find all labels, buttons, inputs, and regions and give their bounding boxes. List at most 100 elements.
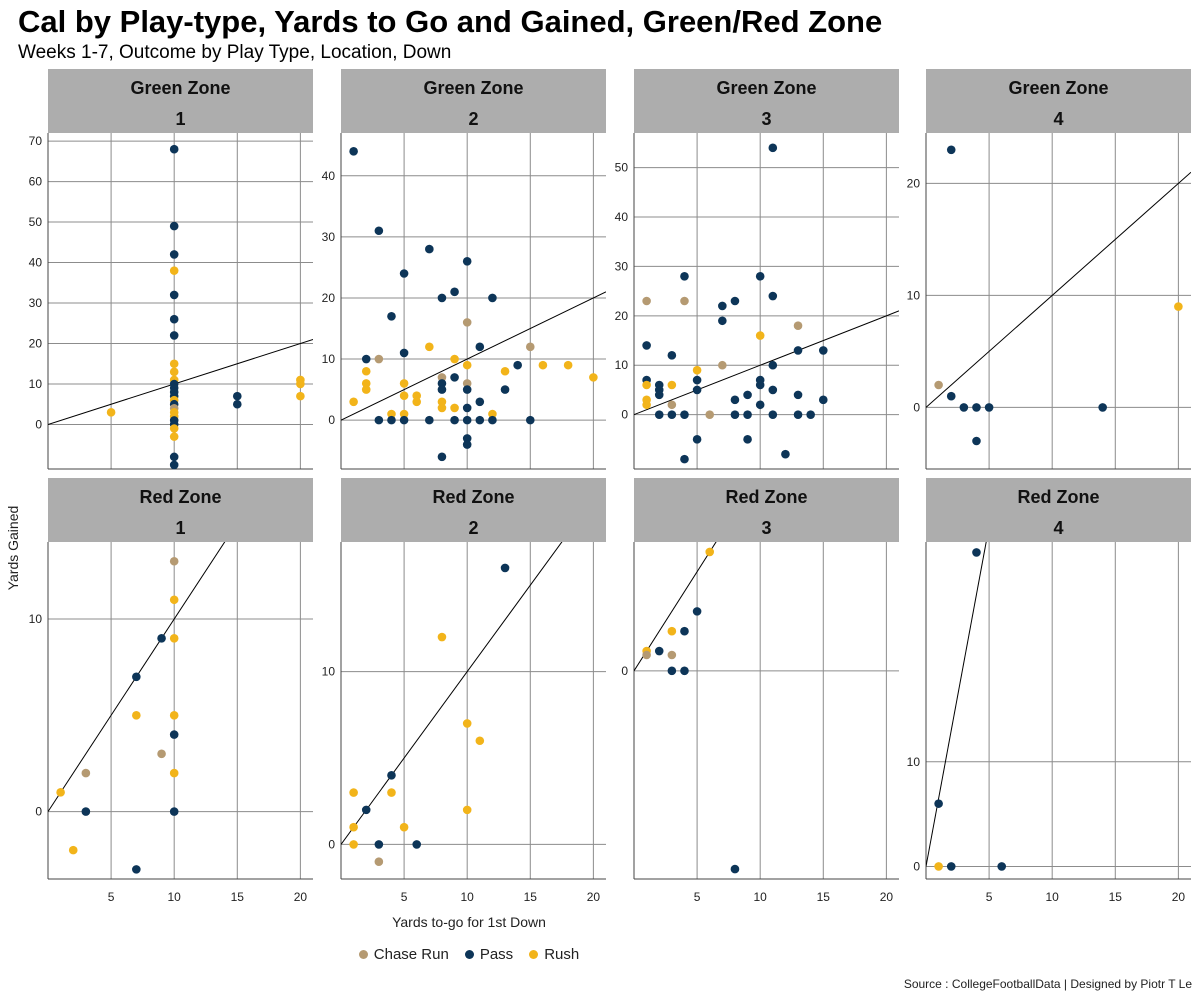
panel-green-zone-2-point-rush-21	[361, 366, 371, 376]
panel-green-zone-2-point-rush-12	[425, 342, 434, 352]
panel-green-zone-3-point-rush-17	[692, 365, 702, 375]
panel-green-zone-3-point-chase-run-3	[642, 296, 651, 306]
panel-green-zone-2-point-rush-35	[412, 391, 422, 400]
panel-green-zone-2-point-pass-32	[462, 385, 472, 394]
panel-red-zone-2-point-chase-run-14	[374, 857, 384, 867]
panel-green-zone-2-point-rush-20	[563, 360, 573, 370]
panel-green-zone-3-point-pass-33	[818, 395, 828, 405]
panel-red-zone-4-ytick-10: 10	[907, 755, 921, 769]
panel-red-zone-1-xtick-10: 10	[168, 890, 182, 904]
panel-green-zone-1-point-pass-1	[169, 221, 179, 231]
legend-label-pass: Pass	[479, 946, 514, 963]
panel-red-zone-4-point-pass-4	[997, 862, 1007, 871]
panel-red-zone-2-ytick-0: 0	[328, 837, 335, 851]
panel-green-zone-2-point-pass-56	[462, 440, 472, 449]
panel-red-zone-3-point-rush-2	[667, 626, 677, 636]
panel-green-zone-1-point-pass-23	[169, 452, 179, 462]
panel-green-zone-3-point-chase-run-15	[718, 360, 727, 370]
panel-green-zone-4-ytick-10: 10	[907, 288, 921, 302]
panel-green-zone-2-point-chase-run-10	[525, 342, 535, 352]
panel-green-zone-2-ytick-20: 20	[322, 291, 336, 305]
panel-red-zone-3-xtick-15: 15	[817, 890, 831, 904]
panel-red-zone-3-down-label: 3	[761, 518, 771, 538]
panel-red-zone-3-xtick-20: 20	[880, 890, 894, 904]
panel-red-zone-3-point-pass-10	[730, 864, 740, 874]
panel-red-zone-1-point-chase-run-8	[157, 749, 166, 759]
legend-item-pass: Pass	[464, 946, 514, 963]
panel-red-zone-3-xtick-10: 10	[754, 890, 768, 904]
panel-red-zone-4-strip	[926, 478, 1191, 542]
panel-green-zone-2-ytick-40: 40	[322, 169, 336, 183]
panel-green-zone-3-point-pass-43	[768, 410, 778, 419]
panel-green-zone-2-point-rush-43	[387, 409, 396, 419]
panel-green-zone-2-point-rush-44	[399, 409, 409, 419]
panel-red-zone-2-point-pass-4	[387, 771, 396, 780]
panel-green-zone-1-point-rush-29	[296, 379, 305, 389]
panel-red-zone-1-point-chase-run-10	[81, 768, 91, 778]
panel-green-zone-1-ytick-30: 30	[29, 296, 43, 310]
panel-green-zone-2-point-rush-37	[437, 397, 447, 407]
panel-green-zone-2-down-label: 2	[468, 109, 478, 129]
panel-green-zone-2-point-pass-24	[450, 373, 459, 382]
panel-green-zone-2-point-pass-13	[399, 348, 409, 358]
panel-green-zone-2-point-pass-3	[399, 269, 409, 278]
legend-label-rush: Rush	[544, 946, 580, 963]
panel-red-zone-3-point-rush-0	[705, 547, 715, 557]
panel-green-zone-2-point-pass-54	[525, 415, 535, 425]
panel-red-zone-4-fit-line	[926, 542, 987, 867]
panel-red-zone-2-zone-label: Red Zone	[432, 487, 514, 507]
panel-green-zone-3-ytick-10: 10	[615, 358, 629, 372]
panel-green-zone-4-point-pass-5	[984, 403, 994, 412]
panel-green-zone-2-ytick-0: 0	[328, 413, 335, 427]
source-caption: Source : CollegeFootballData | Designed …	[903, 977, 1192, 991]
panel-green-zone-4-fit-line	[926, 171, 1191, 408]
panel-green-zone-3-point-pass-44	[793, 410, 803, 419]
panel-green-zone-3-point-pass-14	[818, 346, 828, 355]
panel-green-zone-3-point-pass-27	[768, 385, 778, 395]
panel-green-zone-2-point-pass-42	[462, 403, 472, 413]
panel-red-zone-1-xtick-5: 5	[108, 890, 115, 904]
panel-green-zone-4-zone-label: Green Zone	[1008, 78, 1108, 98]
panel-green-zone-3-fit-line	[634, 310, 899, 416]
panel-green-zone-2-point-rush-40	[437, 403, 447, 413]
panel-red-zone-1-down-label: 1	[175, 518, 185, 538]
panel-red-zone-1-point-pass-7	[169, 730, 179, 739]
panel-red-zone-1-point-rush-11	[56, 788, 65, 797]
panel-green-zone-4-point-pass-7	[972, 436, 981, 446]
panel-red-zone-3-point-chase-run-7	[667, 650, 677, 660]
panel-red-zone-1-zone-label: Red Zone	[139, 487, 221, 507]
chart-subtitle: Weeks 1-7, Outcome by Play Type, Locatio…	[18, 42, 452, 63]
panel-red-zone-2-point-rush-1	[437, 632, 447, 642]
panel-green-zone-3-point-pass-16	[768, 360, 778, 370]
panel-green-zone-1-zone-label: Green Zone	[130, 78, 230, 98]
panel-red-zone-4-xtick-15: 15	[1109, 890, 1123, 904]
panel-green-zone-1-point-pass-0	[169, 144, 179, 154]
panel-red-zone-2-ytick-10: 10	[322, 665, 336, 679]
panel-green-zone-4-point-pass-2	[946, 391, 956, 401]
panel-red-zone-3-zone-label: Red Zone	[725, 487, 807, 507]
legend: Chase Run Pass Rush	[0, 946, 938, 963]
panel-red-zone-2-xtick-5: 5	[401, 890, 408, 904]
panel-green-zone-2-point-pass-6	[450, 287, 459, 297]
panel-red-zone-2: Red Zone 2 5 10 15 20 0 10	[322, 478, 606, 904]
panel-red-zone-1-fit-line	[48, 542, 226, 812]
panel-red-zone-4: Red Zone 4 5 10 15 20 0 10	[907, 478, 1191, 904]
panel-red-zone-4-point-rush-2	[934, 862, 943, 871]
panel-red-zone-4-xtick-5: 5	[986, 890, 993, 904]
panel-green-zone-2-point-pass-49	[425, 415, 434, 425]
panel-green-zone-3-point-pass-30	[793, 390, 803, 400]
panel-green-zone-3-point-pass-37	[654, 410, 664, 419]
legend-item-rush: Rush	[529, 946, 579, 963]
panel-green-zone-3-point-pass-28	[654, 390, 664, 400]
panel-red-zone-1-point-rush-14	[68, 845, 78, 855]
panel-green-zone-3-point-pass-41	[730, 410, 740, 419]
panel-red-zone-1-point-rush-9	[169, 768, 179, 778]
panel-red-zone-3-point-pass-3	[680, 626, 689, 636]
panel-green-zone-2-point-rush-34	[399, 391, 409, 400]
panel-green-zone-2-fit-line	[341, 291, 606, 421]
legend-swatch-pass	[464, 950, 474, 959]
panel-green-zone-1-point-pass-4	[169, 314, 179, 324]
